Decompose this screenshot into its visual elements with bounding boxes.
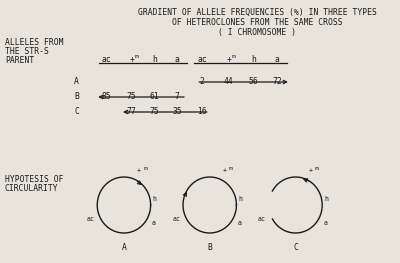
Text: CIRCULARITY: CIRCULARITY: [5, 184, 58, 193]
Text: 61: 61: [150, 92, 159, 101]
Text: +: +: [129, 55, 134, 64]
Text: A: A: [122, 243, 126, 252]
Text: 75: 75: [127, 92, 136, 101]
Text: 75: 75: [150, 107, 159, 116]
Text: PARENT: PARENT: [5, 56, 34, 65]
Text: ac: ac: [102, 55, 112, 64]
Text: h: h: [238, 196, 242, 203]
Text: ALLELES FROM: ALLELES FROM: [5, 38, 63, 47]
Text: B: B: [207, 243, 212, 252]
Text: ac: ac: [258, 216, 266, 222]
Text: HYPOTESIS OF: HYPOTESIS OF: [5, 175, 63, 184]
Text: m: m: [232, 54, 235, 59]
Text: 35: 35: [172, 107, 182, 116]
Text: +: +: [222, 167, 226, 173]
Text: A: A: [74, 77, 79, 86]
Text: m: m: [143, 166, 147, 171]
Text: +: +: [226, 55, 231, 64]
Text: h: h: [152, 55, 157, 64]
Text: a: a: [175, 55, 180, 64]
Text: 72: 72: [272, 77, 282, 86]
Text: a: a: [323, 220, 327, 226]
Text: a: a: [275, 55, 280, 64]
Text: +: +: [137, 167, 141, 173]
Text: 2: 2: [200, 77, 204, 86]
Text: 16: 16: [197, 107, 207, 116]
Text: m: m: [134, 54, 138, 59]
Text: 7: 7: [175, 92, 180, 101]
Text: 85: 85: [102, 92, 112, 101]
Text: m: m: [315, 166, 318, 171]
Text: h: h: [251, 55, 256, 64]
Text: GRADIENT OF ALLELE FREQUENCIES (%) IN THREE TYPES: GRADIENT OF ALLELE FREQUENCIES (%) IN TH…: [138, 8, 377, 17]
Text: ac: ac: [86, 216, 94, 222]
Text: OF HETEROCLONES FROM THE SAME CROSS: OF HETEROCLONES FROM THE SAME CROSS: [172, 18, 343, 27]
Text: h: h: [324, 196, 328, 203]
Text: a: a: [152, 220, 156, 226]
Text: +: +: [308, 167, 312, 173]
Text: ( I CHROMOSOME ): ( I CHROMOSOME ): [218, 28, 296, 37]
Text: C: C: [293, 243, 298, 252]
Text: a: a: [237, 220, 241, 226]
Text: 56: 56: [249, 77, 258, 86]
Text: B: B: [74, 92, 79, 101]
Text: THE STR-S: THE STR-S: [5, 47, 49, 56]
Text: ac: ac: [172, 216, 180, 222]
Text: C: C: [74, 107, 79, 116]
Text: 44: 44: [224, 77, 234, 86]
Text: ac: ac: [197, 55, 207, 64]
Text: m: m: [229, 166, 233, 171]
Text: h: h: [152, 196, 156, 203]
Text: 77: 77: [127, 107, 136, 116]
